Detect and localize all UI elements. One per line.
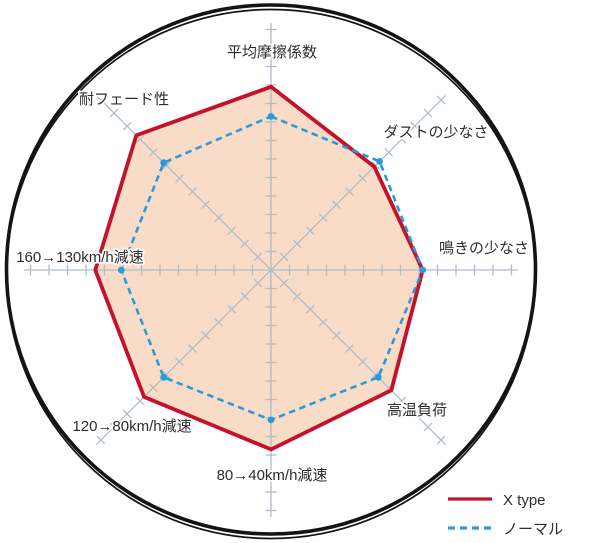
axis-tick: [279, 278, 289, 288]
legend-normal-label: ノーマル: [503, 521, 563, 538]
axis-tick: [292, 291, 302, 301]
axis-tick: [188, 344, 197, 353]
axis-label-80-40-decel: 80→40km/h減速: [217, 467, 328, 484]
series-1-vertex-dot: [160, 373, 168, 381]
axis-tick: [201, 331, 210, 340]
axis-tick: [96, 435, 106, 445]
axis-tick: [423, 108, 433, 118]
axis-tick: [397, 396, 407, 406]
axis-tick: [292, 239, 302, 249]
axis-tick: [318, 213, 328, 223]
axis-tick: [201, 200, 210, 209]
axis-tick: [332, 331, 341, 340]
axis-spoke-5: [95, 269, 272, 446]
axis-label-fade-resist: 耐フェード性: [79, 91, 169, 108]
axis-tick: [227, 226, 237, 236]
axis-tick: [148, 147, 158, 157]
axis-tick: [384, 147, 394, 157]
axis-tick: [279, 252, 289, 262]
axis-tick: [188, 187, 197, 196]
axis-spoke-3: [270, 269, 447, 446]
outer-ring-thick: [4, 3, 538, 536]
axis-tick: [253, 278, 263, 288]
axis-tick: [423, 422, 433, 432]
axis-label-low-squeal: 鳴きの少なさ: [439, 240, 529, 257]
axis-label-high-temp: 高温負荷: [387, 402, 447, 419]
axis-tick: [371, 370, 380, 379]
series-1-vertex-dot: [267, 416, 275, 424]
series-1-vertex-dot: [160, 159, 168, 167]
axis-tick: [162, 161, 171, 170]
legend-x-type-label: X type: [503, 492, 546, 509]
axis-label-160-130-decel: 160→130km/h減速: [16, 249, 144, 266]
axis-tick: [253, 252, 263, 262]
axis-spoke-7: [95, 94, 272, 271]
axis-tick: [162, 370, 171, 379]
axis-tick: [122, 121, 132, 131]
axis-label-friction: 平均摩擦係数: [227, 43, 317, 61]
series-stroke-layer: [93, 84, 427, 452]
axis-label-120-80-decel: 120→80km/h減速: [72, 418, 191, 435]
axis-tick: [410, 409, 420, 419]
axis-tick: [214, 213, 224, 223]
axis-tick: [109, 422, 119, 432]
axis-tick: [122, 409, 132, 419]
axis-tick: [109, 108, 119, 118]
axis-tick: [175, 174, 184, 183]
series-1-vertex-dot: [374, 373, 382, 381]
axis-tick: [227, 304, 237, 314]
axis-tick: [332, 200, 341, 209]
axis-tick: [345, 344, 354, 353]
axis-tick: [358, 174, 367, 183]
axis-tick: [240, 239, 250, 249]
axis-label-low-dust: ダストの少なさ: [383, 124, 488, 141]
axis-spoke-1: [270, 94, 447, 271]
series-1-vertex-dot: [117, 266, 125, 274]
axis-tick: [318, 317, 328, 327]
axis-tick: [397, 134, 407, 144]
series-outline-0: [93, 84, 425, 452]
axis-tick: [305, 226, 315, 236]
axes-grid-layer: [24, 23, 518, 517]
series-1-vertex-dot: [419, 266, 427, 274]
axis-tick: [436, 435, 446, 445]
axis-tick: [148, 383, 158, 393]
axis-tick: [436, 95, 446, 105]
axis-tick: [135, 134, 145, 144]
axis-tick: [358, 357, 367, 366]
series-1-vertex-dot: [267, 113, 275, 120]
axis-labels: 平均摩擦係数 ダストの少なさ 鳴きの少なさ 高温負荷 80→40km/h減速 1…: [14, 41, 530, 486]
axis-tick: [345, 187, 354, 196]
axis-tick: [214, 317, 224, 327]
axis-tick: [410, 121, 420, 131]
legend: X type ノーマル: [448, 492, 563, 538]
series-1-vertex-dot: [376, 158, 383, 165]
axis-tick: [175, 357, 184, 366]
axis-tick: [96, 95, 106, 105]
axis-tick: [305, 304, 315, 314]
axis-tick: [240, 291, 250, 301]
axis-tick: [135, 396, 145, 406]
